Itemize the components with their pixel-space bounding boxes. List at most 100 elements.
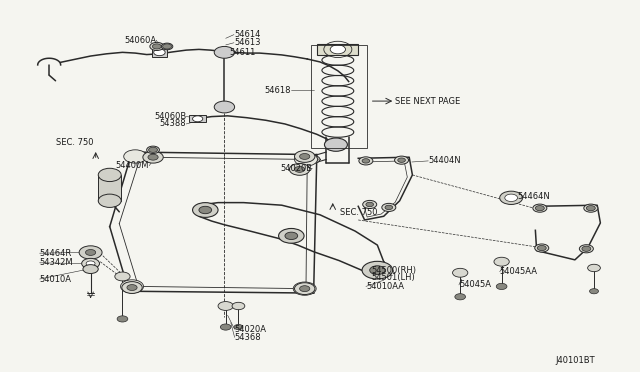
Text: J40101BT: J40101BT: [556, 356, 595, 365]
Circle shape: [154, 49, 165, 56]
Text: 54618: 54618: [265, 86, 291, 94]
Circle shape: [152, 44, 161, 49]
Circle shape: [330, 45, 346, 54]
Text: 54501(LH): 54501(LH): [371, 273, 415, 282]
Text: 54368: 54368: [235, 333, 261, 342]
Circle shape: [82, 259, 100, 269]
Circle shape: [193, 203, 218, 217]
Text: 54020B: 54020B: [280, 164, 312, 173]
Circle shape: [148, 154, 158, 160]
Circle shape: [362, 261, 393, 279]
Circle shape: [124, 150, 147, 163]
Text: 54404N: 54404N: [428, 156, 461, 166]
Circle shape: [99, 168, 121, 182]
Circle shape: [150, 42, 164, 51]
Circle shape: [294, 166, 305, 172]
Circle shape: [382, 203, 396, 211]
Bar: [99, 175, 121, 201]
Circle shape: [214, 46, 235, 58]
Circle shape: [117, 316, 128, 322]
Circle shape: [385, 205, 393, 210]
Circle shape: [307, 156, 320, 163]
Circle shape: [285, 232, 298, 240]
Circle shape: [214, 101, 235, 113]
Circle shape: [579, 245, 593, 253]
Circle shape: [163, 44, 172, 49]
Text: 54010A: 54010A: [40, 275, 72, 283]
Circle shape: [505, 194, 518, 202]
Circle shape: [86, 261, 95, 266]
Text: 54342M: 54342M: [40, 258, 73, 267]
Circle shape: [293, 282, 316, 295]
Circle shape: [161, 43, 173, 50]
Circle shape: [232, 302, 245, 310]
Circle shape: [494, 257, 509, 266]
Circle shape: [533, 204, 547, 212]
Text: SEC. 750: SEC. 750: [56, 138, 93, 147]
Circle shape: [300, 154, 310, 160]
Text: 54614: 54614: [234, 30, 260, 39]
Circle shape: [147, 146, 159, 154]
Circle shape: [588, 264, 600, 272]
Circle shape: [584, 204, 598, 212]
Circle shape: [500, 191, 523, 205]
Circle shape: [148, 147, 157, 153]
Bar: [152, 48, 167, 57]
Circle shape: [120, 280, 143, 293]
Circle shape: [300, 286, 310, 292]
Circle shape: [83, 264, 99, 273]
Text: 54464N: 54464N: [518, 192, 550, 201]
Circle shape: [234, 324, 243, 330]
Circle shape: [370, 266, 385, 275]
Text: 54010AA: 54010AA: [366, 282, 404, 291]
Circle shape: [535, 244, 548, 252]
Text: 54060A: 54060A: [124, 36, 156, 45]
Circle shape: [294, 283, 315, 295]
Bar: [311, 45, 367, 148]
Circle shape: [496, 283, 507, 289]
Circle shape: [193, 116, 203, 122]
Text: 54500(RH): 54500(RH): [371, 266, 416, 275]
Circle shape: [143, 151, 163, 163]
Circle shape: [362, 159, 370, 163]
Text: SEE NEXT PAGE: SEE NEXT PAGE: [395, 97, 460, 106]
Circle shape: [538, 246, 546, 251]
Bar: [189, 115, 206, 122]
Text: 54464R: 54464R: [40, 249, 72, 258]
Text: 54045AA: 54045AA: [500, 267, 538, 276]
Circle shape: [289, 163, 310, 175]
Circle shape: [366, 202, 374, 207]
Circle shape: [99, 194, 121, 208]
Text: 54045A: 54045A: [459, 280, 491, 289]
Circle shape: [586, 206, 595, 211]
Circle shape: [294, 153, 317, 166]
Circle shape: [536, 206, 544, 211]
Text: 54613: 54613: [234, 38, 260, 47]
Bar: [317, 44, 358, 55]
Text: 54060B: 54060B: [154, 112, 186, 121]
Circle shape: [122, 282, 142, 294]
Circle shape: [220, 324, 231, 330]
Circle shape: [278, 228, 304, 243]
Circle shape: [455, 294, 465, 300]
Text: 54388: 54388: [159, 119, 186, 128]
Circle shape: [324, 138, 348, 151]
Circle shape: [86, 250, 96, 256]
Circle shape: [452, 268, 468, 277]
Circle shape: [218, 302, 234, 310]
Text: SEC. 750: SEC. 750: [340, 208, 378, 217]
Circle shape: [115, 272, 130, 281]
Circle shape: [294, 151, 315, 162]
Circle shape: [309, 157, 318, 162]
Circle shape: [127, 285, 137, 291]
Circle shape: [589, 289, 598, 294]
Text: 54020A: 54020A: [235, 325, 267, 334]
Text: 54400M: 54400M: [116, 161, 149, 170]
Circle shape: [582, 246, 591, 251]
Circle shape: [397, 158, 405, 162]
Circle shape: [199, 206, 212, 214]
Circle shape: [79, 246, 102, 259]
Circle shape: [359, 157, 373, 165]
Circle shape: [363, 201, 377, 209]
Text: 54611: 54611: [230, 48, 256, 57]
